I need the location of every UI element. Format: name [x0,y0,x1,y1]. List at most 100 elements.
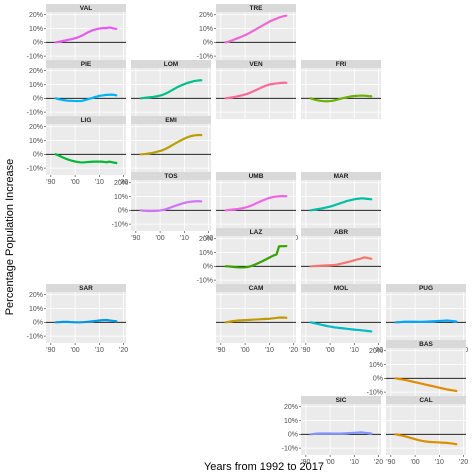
y-tick-label: 10% [29,138,43,145]
y-tick-label: 0% [203,264,213,271]
panel-background [46,68,126,119]
panel-background [301,180,381,231]
facet-strip [131,60,211,68]
facet-sar: SAR -10% 0% 10% 20% '90 '00 '10 '20 [27,284,128,354]
x-tick-label: '00 [326,459,335,466]
y-tick-label: 0% [373,376,383,383]
panel-background [216,236,296,287]
y-tick-label: 20% [29,12,43,19]
facet-val: VAL -10% 0% 10% 20% [27,4,126,63]
series-line-mar [309,197,373,212]
facet-sic: SIC -10% 0% 10% 20% '90 '00 '10 '20 [282,396,383,466]
y-tick-label: -10% [27,166,43,173]
facet-strip-label: BAS [419,341,433,348]
facet-strip-label: EMI [165,117,177,124]
facet-lom: LOM [131,60,211,119]
facet-strip [386,396,466,404]
y-tick-label: 20% [199,236,213,243]
y-tick-label: 0% [33,40,43,47]
facet-strip-label: VAL [80,5,93,12]
facet-ven: VEN [216,60,296,119]
series-line-laz [224,244,288,269]
series-line-abr [309,256,373,268]
facet-strip-label: TRE [250,5,264,12]
facet-strip-label: ABR [334,229,348,236]
panel-background [216,12,296,63]
x-tick-label: '10 [350,459,359,466]
facet-strip-label: SAR [79,285,93,292]
facet-strip [216,284,296,292]
y-tick-label: 0% [33,320,43,327]
facet-panels: VAL -10% 0% 10% 20% TRE -10% 0% 10% 20% PIE -10% 0% 1… [27,4,468,466]
y-tick-label: 20% [29,68,43,75]
facet-fri: FRI [301,60,381,119]
facet-strip [386,284,466,292]
x-tick-label: '00 [156,235,165,242]
y-tick-label: -10% [197,54,213,61]
series-line-ven [224,81,288,100]
facet-strip [46,60,126,68]
series-line-fri [309,94,373,103]
facet-pie: PIE -10% 0% 10% 20% [27,60,126,119]
y-tick-label: 10% [114,194,128,201]
facet-strip [301,396,381,404]
y-tick-label: 10% [199,26,213,33]
facet-strip-label: CAM [249,285,264,292]
y-tick-label: 0% [33,96,43,103]
facet-strip-label: LOM [164,61,178,68]
facet-strip [46,284,126,292]
facet-tos: TOS -10% 0% 10% 20% '90 '00 '10 '20 [112,172,213,242]
y-tick-label: -10% [27,54,43,61]
x-tick-label: '00 [411,459,420,466]
x-tick-label: '90 [301,347,310,354]
series-line-sar [54,318,118,324]
facet-strip-label: MAR [334,173,349,180]
panel-background [301,292,381,343]
facet-strip [301,228,381,236]
y-tick-label: 20% [284,404,298,411]
y-tick-label: 20% [29,124,43,131]
facet-strip-label: LIG [81,117,92,124]
x-tick-label: '00 [241,347,250,354]
series-line-pug [394,319,458,324]
panel-background [216,180,296,231]
y-tick-label: 20% [199,12,213,19]
facet-strip-label: FRI [336,61,347,68]
facet-strip [46,116,126,124]
y-tick-label: 20% [114,180,128,187]
x-tick-label: '90 [216,347,225,354]
facet-strip [216,4,296,12]
series-line-umb [224,195,288,212]
panel-background [131,180,211,231]
facet-strip-label: VEN [249,61,263,68]
y-tick-label: 0% [288,432,298,439]
y-tick-label: -10% [197,278,213,285]
facet-strip-label: PUG [419,285,433,292]
panel-background [386,292,466,343]
facet-strip [301,172,381,180]
series-line-tos [139,200,203,213]
series-line-lig [54,153,118,165]
facet-strip-label: CAL [419,397,432,404]
facet-cam: CAM '90 '00 '10 '20 [216,284,298,354]
series-line-pie [54,93,118,103]
x-tick-label: '10 [95,347,104,354]
y-tick-label: 10% [29,82,43,89]
x-tick-label: '20 [374,347,383,354]
y-tick-label: 10% [29,26,43,33]
facet-abr: ABR [301,228,381,287]
facet-emi: EMI [131,116,211,175]
facet-mol: MOL '90 '00 '10 '20 [301,284,383,354]
y-tick-label: 10% [369,362,383,369]
panel-background [46,12,126,63]
panel-background [301,404,381,455]
y-tick-label: 10% [199,250,213,257]
x-tick-label: '10 [350,347,359,354]
facet-strip [216,228,296,236]
series-line-sic [309,431,373,436]
panel-background [46,292,126,343]
facet-strip-label: PIE [81,61,92,68]
panel-background [301,236,381,287]
x-tick-label: '90 [301,459,310,466]
